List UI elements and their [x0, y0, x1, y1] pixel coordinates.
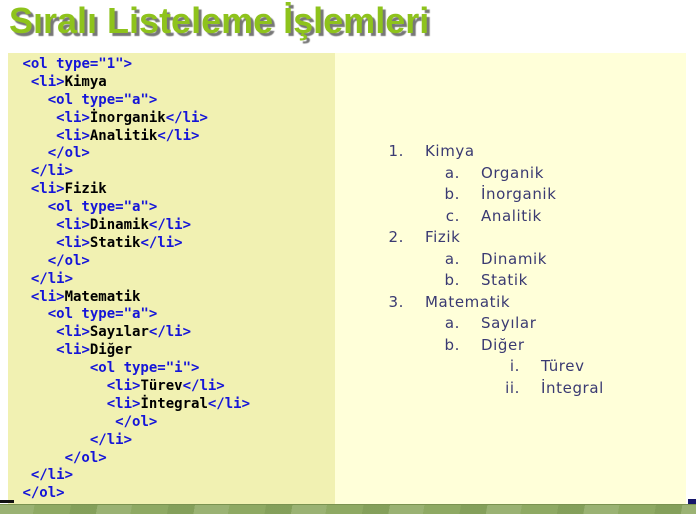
list-item-marker: ii. [505, 378, 520, 397]
list-item-text: Analitik [481, 206, 542, 225]
footer-right-mark [688, 499, 696, 506]
list-item-text: Dinamik [481, 249, 548, 268]
list-item-marker: 2. [388, 228, 404, 246]
code-line: <li>İnorganik</li> [56, 109, 208, 126]
list-item-marker: c. [445, 206, 460, 225]
code-line: <li>Kimya [30, 73, 107, 90]
code-line: </ol> [22, 485, 65, 502]
list-item: a. Organik [335, 164, 686, 186]
list-item: a. Sayılar [335, 314, 686, 336]
code-line: <li>Türev</li> [106, 378, 225, 395]
list-item-marker: a. [444, 163, 460, 182]
list-item-text: Statik [481, 271, 528, 289]
list-item: i. Türev [335, 357, 686, 379]
list-item-marker: 3. [388, 292, 404, 311]
rendered-ordered-list: 1. Kimya a. Organik b. İnorganik c. Analitik 2. F… [335, 53, 686, 400]
list-item-text: Sayılar [481, 314, 537, 332]
list-item-marker: i. [509, 357, 520, 375]
list-item: c. Analitik [335, 207, 686, 229]
list-item: b. Diğer [335, 336, 686, 358]
footer-green-band [0, 504, 696, 514]
footer-left-mark [0, 500, 14, 503]
list-item-marker: b. [444, 185, 460, 203]
list-item-text: İnorganik [481, 185, 557, 203]
code-line: <ol type="1"> [22, 56, 133, 72]
list-item-text: Diğer [481, 335, 525, 354]
code-line: </ol> [47, 252, 90, 269]
list-item: 1. Kimya [335, 142, 686, 164]
list-item-marker: b. [444, 335, 460, 354]
code-line: <li>Fizik [30, 181, 107, 198]
code-line: <ol type="a"> [47, 91, 158, 108]
code-line: </ol> [47, 145, 90, 162]
code-line: </li> [89, 431, 133, 448]
code-line: <li>Analitik</li> [56, 127, 200, 144]
code-line: <li>Matematik [30, 288, 141, 305]
rendered-output-panel: 1. Kimya a. Organik b. İnorganik c. Analitik 2. F… [335, 53, 686, 505]
code-line: <li>İntegral</li> [106, 395, 251, 412]
code-line: <ol type="a"> [47, 199, 158, 216]
code-line: <li>Sayılar</li> [56, 324, 192, 341]
list-item-text: Fizik [425, 228, 461, 246]
code-line: </li> [30, 270, 74, 287]
page-title: Sıralı Listeleme İşlemleri [9, 0, 430, 41]
html-code-panel: <ol type="1"> <li>Kimya <ol type="a"> <l… [8, 53, 335, 505]
code-line: </li> [30, 163, 74, 180]
list-item: ii. İntegral [335, 379, 686, 401]
list-item: 3. Matematik [335, 293, 686, 315]
list-item: b. Statik [335, 271, 686, 293]
list-item-marker: a. [444, 314, 460, 332]
list-item-text: Kimya [425, 142, 475, 160]
code-line: </li> [30, 467, 74, 484]
code-line: <li>Statik</li> [56, 234, 183, 251]
list-item-marker: 1. [388, 142, 404, 160]
list-item-text: İntegral [541, 378, 604, 397]
list-item: b. İnorganik [335, 185, 686, 207]
list-item: 2. Fizik [335, 228, 686, 250]
list-item-marker: b. [444, 271, 460, 289]
code-line: <ol type="a"> [47, 306, 158, 323]
code-line: <ol type="i"> [89, 360, 200, 377]
list-item-text: Türev [541, 357, 585, 375]
list-item-marker: a. [444, 249, 460, 268]
code-line: <li>Diğer [56, 342, 133, 359]
code-text: <ol type="1"> <li>Kimya <ol type="a"> <l… [8, 53, 335, 503]
code-line: <li>Dinamik</li> [56, 217, 192, 234]
list-item-text: Matematik [425, 292, 511, 311]
list-item-text: Organik [481, 163, 544, 182]
code-line: </ol> [115, 413, 158, 430]
code-line: </ol> [64, 449, 107, 466]
list-item: a. Dinamik [335, 250, 686, 272]
